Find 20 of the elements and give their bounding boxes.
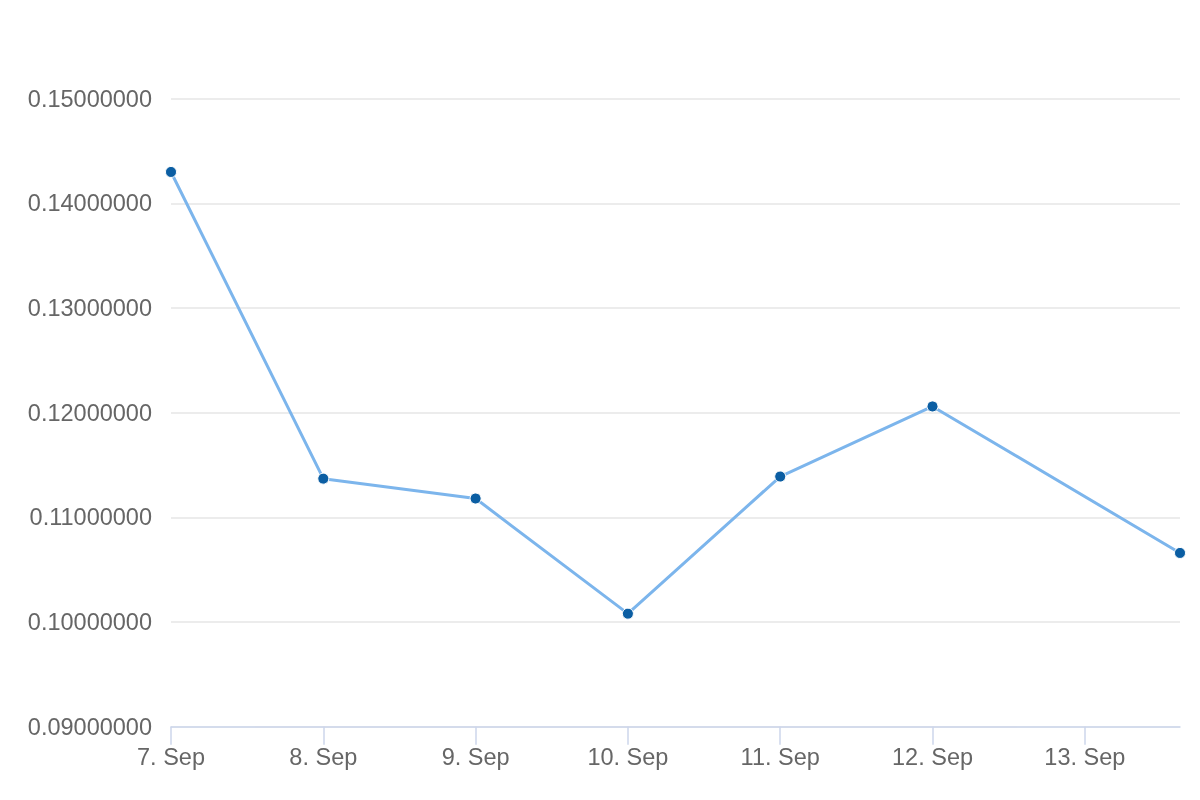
y-tick-label: 0.12000000 <box>27 399 152 426</box>
y-tick-label: 0.15000000 <box>27 85 152 112</box>
point <box>469 492 482 505</box>
y-tick-label: 0.14000000 <box>27 190 152 217</box>
point <box>621 607 634 620</box>
x-tick-label: 13. Sep <box>1044 743 1126 770</box>
x-tick-label: 11. Sep <box>740 743 820 770</box>
y-tick-label: 0.11000000 <box>29 504 152 531</box>
y-tick-label: 0.09000000 <box>27 713 152 740</box>
x-tick-label: 12. Sep <box>892 743 974 770</box>
x-tick-label: 8. Sep <box>289 743 358 770</box>
y-tick-label: 0.10000000 <box>27 609 152 636</box>
point <box>774 470 787 483</box>
x-tick-label: 9. Sep <box>441 743 510 770</box>
point <box>165 165 177 178</box>
point <box>317 472 330 485</box>
y-tick-label: 0.13000000 <box>27 295 152 322</box>
point <box>926 400 939 413</box>
x-tick-label: 7. Sep <box>137 743 205 770</box>
x-tick-label: 10. Sep <box>587 743 669 770</box>
